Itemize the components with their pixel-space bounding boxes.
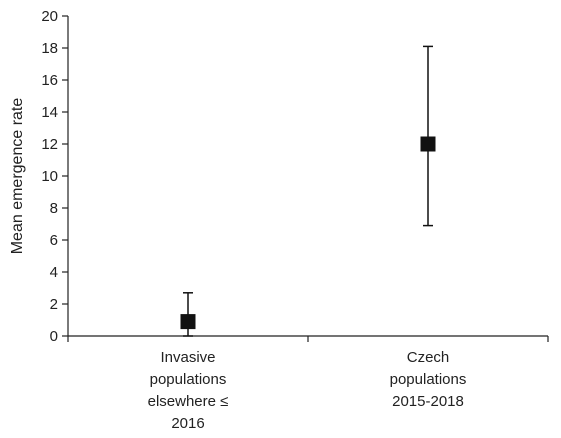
data-point-square (180, 314, 196, 330)
y-tick-label: 18 (41, 40, 58, 57)
y-ticks: 0 2 4 6 8 10 12 14 16 18 20 (41, 8, 68, 345)
x-category-label: Czech populations 2015-2018 (390, 349, 467, 410)
x-category-label-line: 2015-2018 (392, 393, 464, 410)
x-category-label-line: Invasive (160, 349, 215, 366)
data-points (180, 136, 436, 330)
x-category-labels: Invasive populations elsewhere ≤ 2016 Czech p… (148, 349, 467, 432)
error-bar (423, 45, 433, 227)
y-tick-label: 10 (41, 168, 58, 185)
x-category-label: Invasive populations elsewhere ≤ 2016 (148, 349, 229, 432)
data-point-square (420, 136, 436, 152)
x-category-label-line: elsewhere ≤ (148, 393, 229, 410)
y-tick-label: 14 (41, 104, 58, 121)
y-tick-label: 16 (41, 72, 58, 89)
y-tick-label: 12 (41, 136, 58, 153)
x-ticks (67, 336, 549, 342)
y-axis-title: Mean emergence rate (9, 98, 26, 255)
y-tick-label: 2 (50, 296, 58, 313)
error-bars (183, 45, 433, 337)
y-tick-label: 4 (50, 264, 58, 281)
x-category-label-line: Czech (407, 349, 450, 366)
x-category-label-line: 2016 (171, 415, 204, 432)
y-tick-label: 20 (41, 8, 58, 25)
y-tick-label: 0 (50, 328, 58, 345)
x-category-label-line: populations (390, 371, 467, 388)
y-tick-label: 8 (50, 200, 58, 217)
x-category-label-line: populations (150, 371, 227, 388)
y-tick-label: 6 (50, 232, 58, 249)
